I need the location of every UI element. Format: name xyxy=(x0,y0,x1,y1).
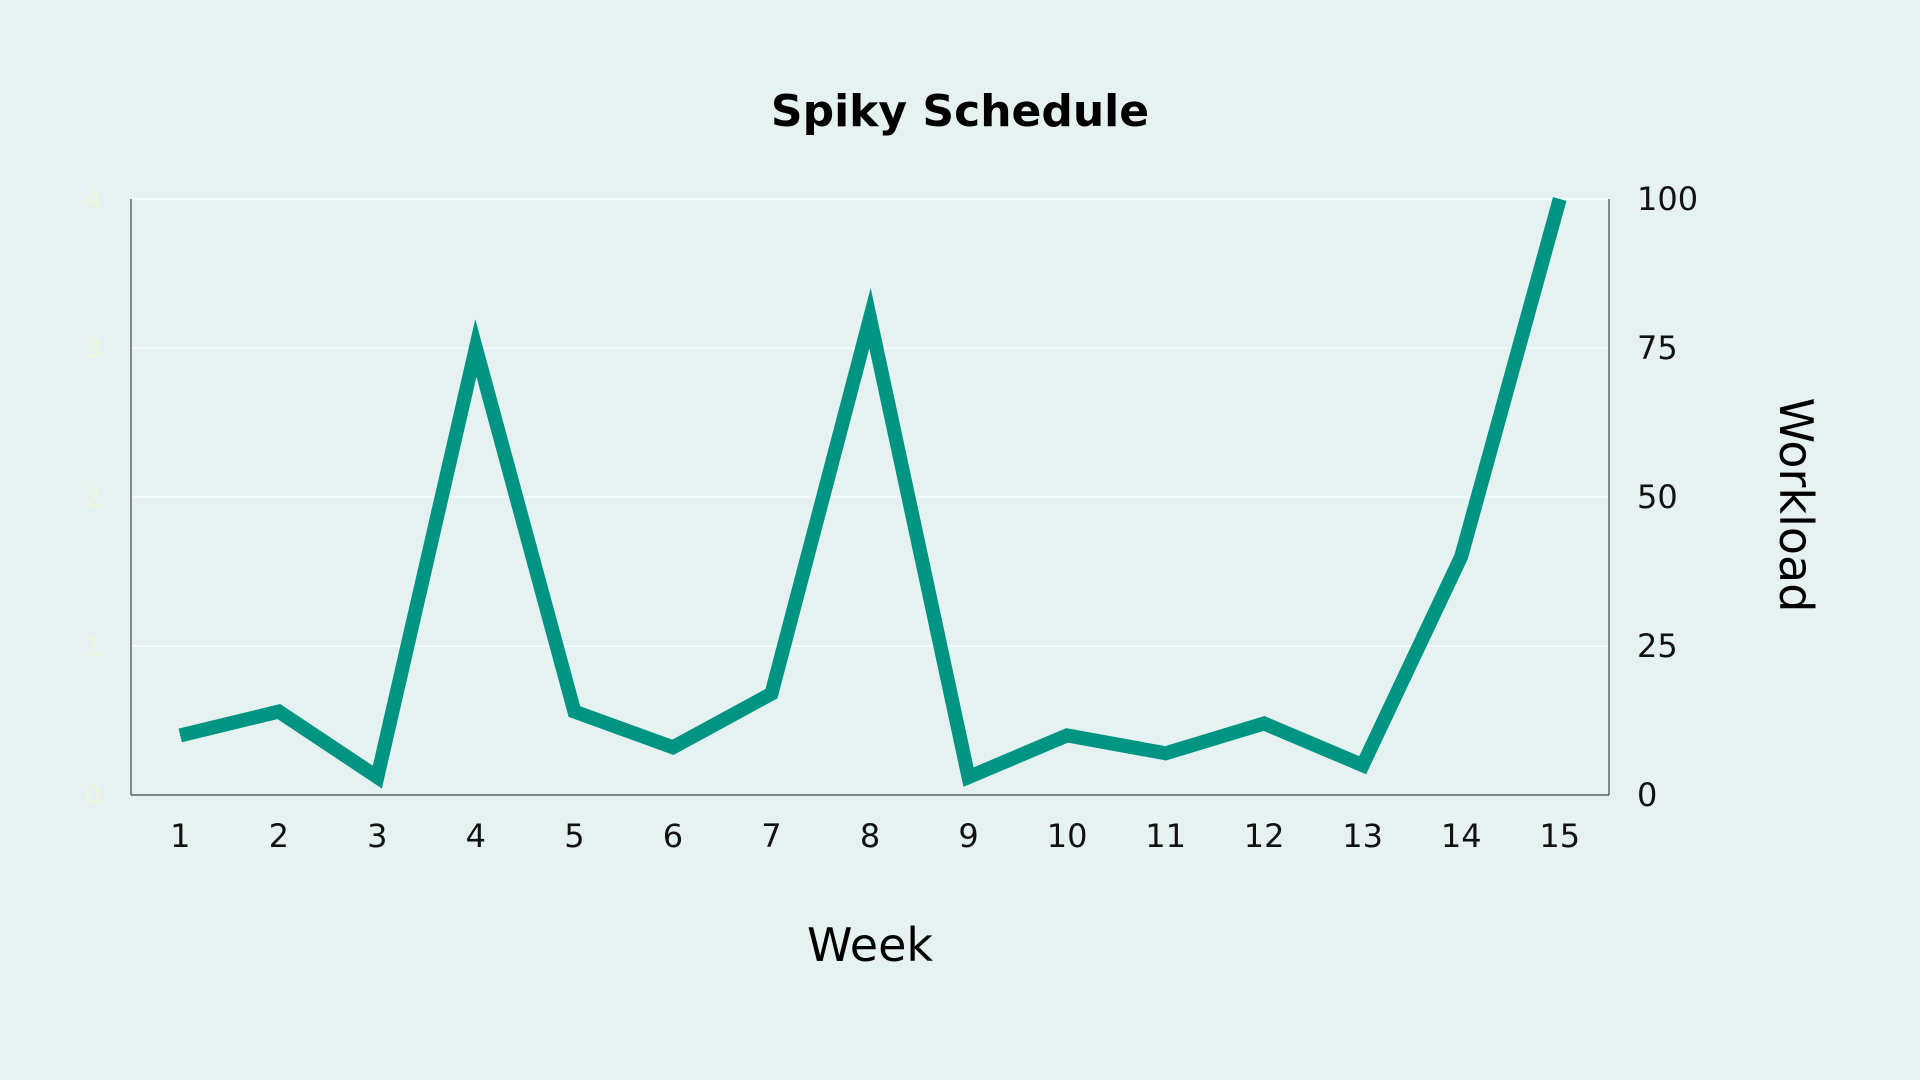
x-tick-label: 3 xyxy=(367,817,387,855)
x-tick-label: 8 xyxy=(860,817,880,855)
data-point xyxy=(278,711,280,713)
x-axis-ticks: 1 2 3 4 5 6 7 8 9 10 11 12 13 14 15 xyxy=(170,817,1580,855)
x-tick-label: 9 xyxy=(958,817,978,855)
right-axis-ticks: 0 25 50 75 100 xyxy=(1637,180,1698,814)
x-tick-label: 15 xyxy=(1539,817,1580,855)
y-tick-label: 50 xyxy=(1637,478,1678,516)
x-tick-label: 7 xyxy=(761,817,781,855)
x-tick-label: 10 xyxy=(1047,817,1088,855)
y-tick-label: 100 xyxy=(1637,180,1698,218)
data-point xyxy=(1362,764,1364,766)
y-tick-label: 25 xyxy=(1637,627,1678,665)
y-tick-label: 75 xyxy=(1637,329,1678,367)
data-point xyxy=(1559,198,1561,200)
x-tick-label: 1 xyxy=(170,817,190,855)
x-tick-label: 13 xyxy=(1342,817,1383,855)
x-tick-label: 12 xyxy=(1244,817,1285,855)
x-axis-label: Week xyxy=(807,918,933,972)
data-point xyxy=(1263,722,1265,724)
data-point xyxy=(770,693,772,695)
gridlines xyxy=(131,198,1609,647)
chart-title: Spiky Schedule xyxy=(771,86,1149,137)
data-point xyxy=(672,746,674,748)
data-point xyxy=(573,711,575,713)
x-tick-label: 14 xyxy=(1441,817,1482,855)
data-point xyxy=(1165,752,1167,754)
data-point xyxy=(968,776,970,778)
left-y-tick-label: 0 xyxy=(85,781,102,811)
series-line-path xyxy=(178,197,1567,789)
x-tick-label: 5 xyxy=(564,817,584,855)
y-tick-label: 0 xyxy=(1637,776,1657,814)
data-point xyxy=(376,776,378,778)
left-y-tick-label: 4 xyxy=(85,185,102,215)
x-tick-label: 11 xyxy=(1145,817,1186,855)
x-tick-label: 6 xyxy=(663,817,683,855)
left-y-tick-label: 2 xyxy=(85,483,102,513)
axes xyxy=(130,199,1610,796)
data-point xyxy=(869,317,871,319)
data-point xyxy=(475,347,477,349)
x-tick-label: 4 xyxy=(466,817,486,855)
left-axis-ticks: 0 1 2 3 4 xyxy=(85,185,102,811)
data-point xyxy=(1066,734,1068,736)
data-point xyxy=(179,734,181,736)
series-line xyxy=(178,197,1567,789)
left-y-tick-label: 1 xyxy=(85,632,102,662)
left-y-tick-label: 3 xyxy=(85,334,102,364)
y-axis-label: Workload xyxy=(1769,398,1823,613)
x-tick-label: 2 xyxy=(269,817,289,855)
data-point xyxy=(1460,556,1462,558)
